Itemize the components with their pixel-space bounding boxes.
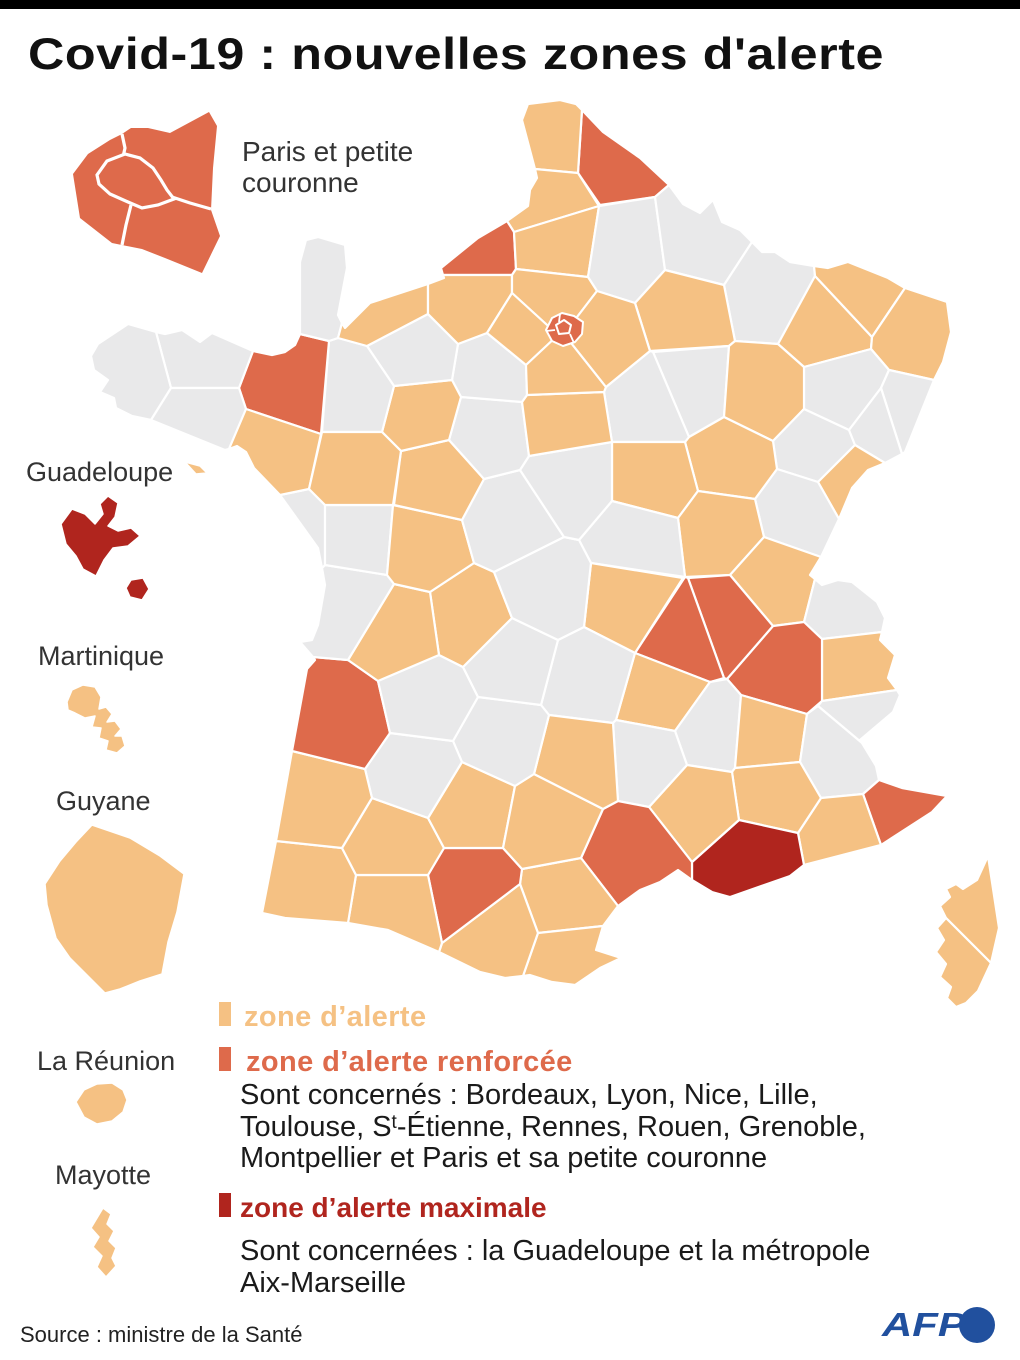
svg-text:AFP: AFP [881, 1306, 967, 1343]
